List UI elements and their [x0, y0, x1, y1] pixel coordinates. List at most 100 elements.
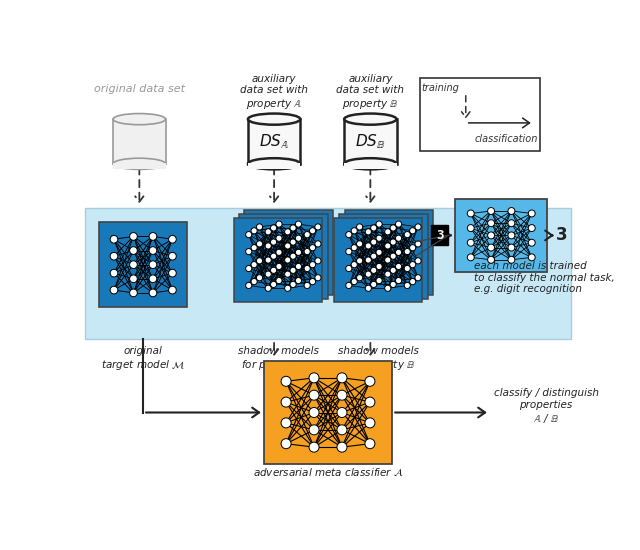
Bar — [244, 210, 333, 295]
Text: 3: 3 — [556, 227, 567, 244]
Text: $DS_\mathbb{A}$: $DS_\mathbb{A}$ — [259, 132, 289, 151]
Circle shape — [251, 245, 257, 251]
Circle shape — [276, 278, 282, 284]
Circle shape — [346, 232, 352, 238]
Circle shape — [315, 224, 321, 230]
Circle shape — [271, 253, 276, 259]
Circle shape — [371, 239, 377, 245]
Bar — [334, 218, 422, 302]
Ellipse shape — [344, 158, 397, 169]
Circle shape — [467, 210, 474, 217]
Bar — [113, 119, 166, 164]
Circle shape — [304, 266, 310, 272]
Text: $DS_\mathbb{B}$: $DS_\mathbb{B}$ — [355, 132, 386, 151]
Circle shape — [310, 228, 316, 234]
Circle shape — [310, 278, 316, 285]
Circle shape — [404, 282, 410, 289]
Circle shape — [346, 266, 352, 272]
Text: original
target model $\mathcal{M}$: original target model $\mathcal{M}$ — [101, 346, 186, 372]
Circle shape — [376, 263, 382, 270]
Circle shape — [246, 249, 252, 255]
Circle shape — [365, 243, 371, 249]
Circle shape — [390, 239, 396, 245]
Circle shape — [271, 267, 276, 273]
Circle shape — [276, 235, 282, 241]
Circle shape — [257, 241, 262, 247]
Circle shape — [281, 418, 291, 428]
Circle shape — [467, 224, 474, 232]
Circle shape — [488, 220, 495, 227]
Text: shadow models
for property $\mathbb{B}$: shadow models for property $\mathbb{B}$ — [338, 346, 419, 372]
Text: adversarial meta classifier $\mathcal{A}$: adversarial meta classifier $\mathcal{A}… — [253, 467, 403, 478]
Circle shape — [257, 258, 262, 264]
Text: auxiliary
data set with
property $\mathbb{A}$: auxiliary data set with property $\mathb… — [240, 74, 308, 111]
Circle shape — [385, 271, 391, 277]
Circle shape — [290, 282, 296, 288]
Circle shape — [371, 225, 377, 231]
Circle shape — [310, 262, 316, 268]
Circle shape — [246, 232, 252, 238]
Circle shape — [488, 232, 495, 239]
Circle shape — [365, 285, 371, 292]
Circle shape — [304, 232, 310, 238]
Text: shadow models
for property $\mathbb{A}$: shadow models for property $\mathbb{A}$ — [237, 346, 318, 372]
Circle shape — [296, 278, 301, 284]
Circle shape — [168, 252, 176, 260]
Circle shape — [528, 239, 535, 246]
Circle shape — [276, 263, 282, 270]
Bar — [99, 222, 188, 307]
Circle shape — [168, 270, 176, 277]
Circle shape — [365, 397, 375, 407]
Circle shape — [281, 376, 291, 386]
Circle shape — [376, 235, 382, 241]
Circle shape — [296, 263, 301, 270]
Circle shape — [251, 278, 257, 285]
Circle shape — [385, 285, 391, 292]
Circle shape — [508, 207, 515, 214]
Ellipse shape — [248, 158, 300, 169]
Circle shape — [290, 239, 296, 245]
Ellipse shape — [113, 158, 166, 169]
Bar — [344, 163, 397, 169]
Circle shape — [467, 254, 474, 261]
Circle shape — [337, 373, 347, 383]
Circle shape — [257, 274, 262, 281]
Circle shape — [371, 267, 377, 273]
Circle shape — [281, 439, 291, 449]
Circle shape — [396, 221, 402, 227]
Bar — [86, 208, 570, 339]
Circle shape — [265, 243, 271, 249]
Circle shape — [265, 229, 271, 235]
Bar — [455, 199, 547, 272]
Circle shape — [130, 247, 138, 255]
Text: auxiliary
data set with
property $\mathbb{B}$: auxiliary data set with property $\mathb… — [337, 74, 404, 111]
Circle shape — [365, 439, 375, 449]
Circle shape — [376, 221, 382, 227]
Circle shape — [265, 271, 271, 277]
Bar — [420, 78, 540, 151]
Bar — [264, 361, 392, 464]
Circle shape — [276, 221, 282, 227]
Circle shape — [371, 253, 377, 259]
Circle shape — [467, 239, 474, 246]
Circle shape — [285, 229, 291, 235]
Text: classify / distinguish
properties
$\mathbb{A}$ / $\mathbb{B}$: classify / distinguish properties $\math… — [493, 388, 598, 425]
Circle shape — [251, 262, 257, 268]
Circle shape — [356, 241, 363, 247]
Text: original data set: original data set — [94, 84, 185, 94]
Circle shape — [149, 233, 157, 240]
Circle shape — [285, 257, 291, 263]
Circle shape — [415, 258, 421, 264]
Circle shape — [404, 266, 410, 272]
Circle shape — [415, 274, 421, 281]
Circle shape — [110, 286, 118, 294]
Circle shape — [365, 257, 371, 263]
Text: each model is trained
to classify the normal task,
e.g. digit recognition: each model is trained to classify the no… — [474, 261, 615, 294]
Circle shape — [337, 442, 347, 452]
Circle shape — [110, 235, 118, 243]
Circle shape — [281, 397, 291, 407]
Circle shape — [528, 210, 535, 217]
Circle shape — [371, 282, 377, 288]
Circle shape — [309, 373, 319, 383]
Circle shape — [404, 232, 410, 238]
